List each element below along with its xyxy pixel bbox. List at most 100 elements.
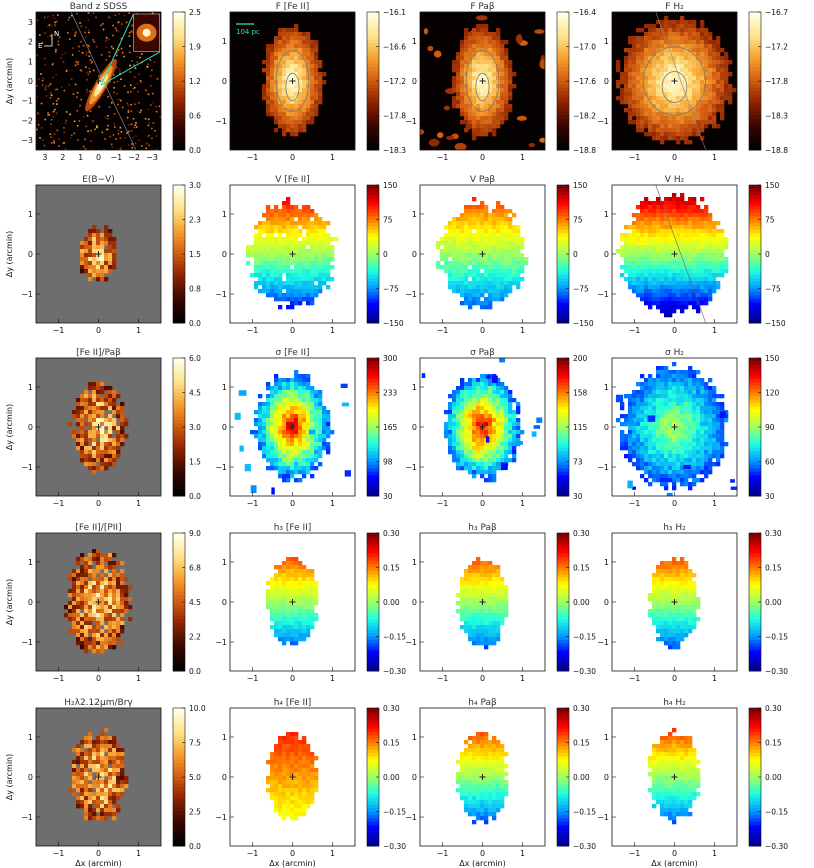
map-pixel — [500, 382, 505, 387]
map-pixel — [314, 402, 319, 407]
map-pixel — [644, 273, 649, 278]
map-pixel — [282, 446, 287, 451]
map-pixel — [472, 277, 477, 282]
map-pixel — [488, 32, 493, 37]
map-pixel — [676, 88, 681, 93]
map-pixel — [492, 241, 497, 246]
map-pixel — [640, 120, 645, 125]
noise-pixel — [123, 55, 125, 58]
noise-pixel — [70, 78, 73, 80]
y-tick-label: −1 — [21, 97, 33, 106]
map-pixel — [484, 285, 489, 290]
y-tick-label: 1 — [604, 210, 609, 219]
colorbar-segment — [749, 285, 761, 289]
map-pixel — [496, 48, 501, 53]
map-pixel — [512, 245, 517, 250]
noise-pixel — [130, 29, 133, 32]
noise-pixel — [88, 55, 90, 57]
map-pixel — [314, 277, 319, 282]
colorbar-segment — [367, 70, 379, 75]
map-pixel — [460, 112, 465, 117]
map-pixel — [668, 297, 673, 302]
colorbar-segment — [749, 77, 761, 82]
map-pixel — [692, 261, 697, 266]
map-pixel — [504, 100, 509, 105]
map-pixel — [88, 241, 93, 246]
map-pixel — [704, 64, 709, 69]
map-pixel — [692, 209, 697, 214]
map-pixel — [468, 48, 473, 53]
noise-pixel — [139, 56, 141, 59]
map-pixel — [664, 44, 669, 49]
map-pixel — [492, 84, 497, 89]
map-pixel — [326, 261, 331, 266]
map-pixel — [492, 442, 497, 447]
noise-pixel — [129, 71, 132, 73]
map-pixel — [700, 289, 705, 294]
colorbar-segment — [173, 125, 185, 130]
x-tick-label: 0 — [290, 499, 295, 508]
map-pixel — [520, 261, 525, 266]
map-pixel — [84, 406, 89, 411]
map-pixel — [258, 245, 263, 250]
noise-pixel — [133, 76, 136, 78]
map-pixel — [306, 470, 311, 475]
map-pixel — [290, 213, 295, 218]
noise-pixel — [70, 134, 73, 137]
map-pixel — [488, 116, 493, 121]
map-pixel — [104, 458, 109, 463]
map-pixel — [692, 28, 697, 33]
map-pixel — [648, 40, 653, 45]
map-pixel — [262, 426, 267, 431]
map-pixel — [700, 60, 705, 65]
map-pixel — [464, 108, 469, 113]
map-pixel — [444, 249, 449, 254]
map-pixel — [500, 40, 505, 45]
map-pixel — [278, 458, 283, 463]
map-pixel — [720, 76, 725, 81]
map-pixel — [306, 402, 311, 407]
map-pixel — [676, 112, 681, 117]
map-pixel — [104, 418, 109, 423]
map-pixel — [254, 253, 259, 258]
map-pixel — [104, 253, 109, 258]
map-pixel — [112, 398, 117, 403]
map-pixel — [96, 277, 101, 282]
map-pixel — [298, 414, 303, 419]
colorbar-segment — [367, 471, 379, 476]
map-pixel — [318, 253, 323, 258]
map-pixel — [294, 418, 299, 423]
map-pixel — [472, 285, 477, 290]
map-pixel — [676, 277, 681, 282]
map-pixel — [500, 229, 505, 234]
map-pixel — [512, 418, 517, 423]
map-pixel — [294, 56, 299, 61]
map-pixel — [640, 201, 645, 206]
map-pixel — [676, 253, 681, 258]
map-pixel — [660, 104, 665, 109]
map-pixel — [716, 281, 721, 286]
colorbar-segment — [173, 67, 185, 72]
map-pixel — [448, 241, 453, 246]
map-pixel — [712, 116, 717, 121]
map-pixel — [508, 249, 513, 254]
map-pixel — [728, 88, 733, 93]
panel-title: V Paβ — [470, 175, 496, 185]
map-pixel — [266, 68, 271, 73]
map-pixel — [294, 414, 299, 419]
map-pixel — [668, 120, 673, 125]
map-pixel — [500, 116, 505, 121]
map-pixel — [660, 36, 665, 41]
map-pixel — [294, 426, 299, 431]
colorbar-segment — [173, 316, 185, 321]
map-pixel — [318, 257, 323, 262]
map-pixel — [692, 273, 697, 278]
map-pixel — [246, 249, 251, 254]
map-pixel — [632, 277, 637, 282]
colorbar-segment — [173, 240, 185, 245]
map-pixel — [314, 233, 319, 238]
map-pixel — [476, 273, 481, 278]
map-pixel — [648, 253, 653, 258]
map-pixel — [286, 422, 291, 427]
